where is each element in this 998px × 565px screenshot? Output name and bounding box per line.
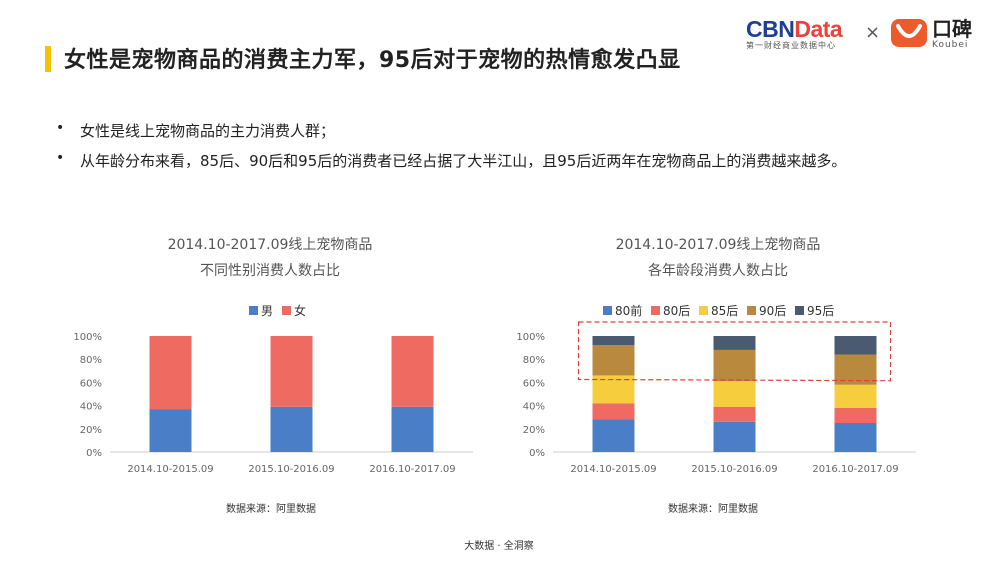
gender-chart: 2014.10-2017.09线上宠物商品 不同性别消费人数占比 男 女 0% 20%… xyxy=(60,226,480,526)
koubei-en: Koubei xyxy=(932,40,969,50)
bar-segment xyxy=(834,423,877,452)
age-chart-svg: 80前 80后 85后 90后 95后 0% 20% 40% 60% 80% 100% 2014.10… xyxy=(516,303,916,475)
y-tick-label: 60% xyxy=(523,378,545,389)
y-tick-label: 0% xyxy=(529,448,545,459)
bar-segment xyxy=(713,406,756,422)
y-tick-label: 40% xyxy=(523,402,545,413)
times-sign: × xyxy=(865,22,881,43)
koubei-logo: 口碑 Koubei xyxy=(890,18,972,50)
y-tick-label: 20% xyxy=(523,425,545,436)
highlight-dashed-outline xyxy=(577,321,892,382)
bar-segment xyxy=(834,354,877,385)
legend-swatch xyxy=(603,306,612,315)
legend-swatch xyxy=(795,306,804,315)
page-title: 女性是宠物商品的消费主力军，95后对于宠物的热情愈发凸显 xyxy=(64,48,681,73)
legend-label: 90后 xyxy=(759,304,786,318)
legend-swatch xyxy=(651,306,660,315)
bar-segment xyxy=(834,384,877,408)
chart-title-line: 2014.10-2017.09线上宠物商品 xyxy=(167,237,373,253)
bar-segment xyxy=(713,381,756,407)
data-source-left: 数据来源：阿里数据 xyxy=(226,504,316,515)
bullet-dot: • xyxy=(56,150,65,166)
x-tick-label: 2014.10-2015.09 xyxy=(570,464,656,475)
bar-segment xyxy=(149,409,192,452)
x-tick-label: 2016.10-2017.09 xyxy=(369,464,455,475)
legend-swatch xyxy=(249,306,258,315)
cbn-logo-main: CBN xyxy=(746,16,795,42)
bar-segment xyxy=(834,407,877,423)
chart-title-line: 2014.10-2017.09线上宠物商品 xyxy=(615,237,821,253)
bar-segment xyxy=(391,406,434,452)
bullet-dot: • xyxy=(56,120,65,136)
bullet-text: 从年龄分布来看，85后、90后和95后的消费者已经占据了大半江山，且95后近两年… xyxy=(80,152,847,170)
cbn-logo-data: Data xyxy=(794,16,843,42)
legend-label: 95后 xyxy=(807,304,834,318)
bullet-list: • 女性是线上宠物商品的主力消费人群； • 从年龄分布来看，85后、90后和95… xyxy=(56,120,846,180)
x-tick-label: 2015.10-2016.09 xyxy=(691,464,777,475)
y-tick-label: 80% xyxy=(80,355,102,366)
bullet-item: • 女性是线上宠物商品的主力消费人群； xyxy=(56,120,846,150)
gender-chart-svg: 男 女 0% 20% 40% 60% 80% 100% 2014.10-2015.09 2015.… xyxy=(73,303,473,475)
chart-title: 2014.10-2017.09线上宠物商品 各年龄段消费人数占比 xyxy=(503,232,933,284)
legend-label: 女 xyxy=(294,303,306,318)
y-tick-label: 80% xyxy=(523,355,545,366)
legend-label: 80后 xyxy=(663,304,690,318)
x-tick-label: 2014.10-2015.09 xyxy=(127,464,213,475)
koubei-smile-icon xyxy=(891,19,927,47)
legend-swatch xyxy=(699,306,708,315)
chart-title: 2014.10-2017.09线上宠物商品 不同性别消费人数占比 xyxy=(60,232,480,284)
bar-segment xyxy=(270,406,313,452)
title-accent-bar xyxy=(45,46,51,72)
y-tick-label: 20% xyxy=(80,425,102,436)
bar-segment xyxy=(592,336,635,346)
bar-segment xyxy=(834,336,877,355)
y-tick-label: 40% xyxy=(80,402,102,413)
bar-segment xyxy=(713,336,756,350)
legend-label: 85后 xyxy=(711,304,738,318)
chart-title-line: 不同性别消费人数占比 xyxy=(200,263,340,279)
legend-swatch xyxy=(747,306,756,315)
legend-label: 80前 xyxy=(615,303,642,318)
data-source-right: 数据来源：阿里数据 xyxy=(668,504,758,515)
footer-slogan: 大数据 · 全洞察 xyxy=(464,541,534,552)
bar-segment xyxy=(592,419,635,452)
bar-segment xyxy=(391,336,434,407)
y-tick-label: 0% xyxy=(86,448,102,459)
cbn-logo-sub: 第一财经商业数据中心 xyxy=(746,41,836,50)
legend-swatch xyxy=(282,306,291,315)
bullet-item: • 从年龄分布来看，85后、90后和95后的消费者已经占据了大半江山，且95后近… xyxy=(56,150,846,180)
bar-segment xyxy=(149,336,192,410)
bullet-text: 女性是线上宠物商品的主力消费人群； xyxy=(80,122,336,140)
x-tick-label: 2016.10-2017.09 xyxy=(812,464,898,475)
bar-segment xyxy=(592,345,635,376)
bar-segment xyxy=(713,421,756,452)
x-tick-label: 2015.10-2016.09 xyxy=(248,464,334,475)
bar-segment xyxy=(592,403,635,420)
legend-label: 男 xyxy=(261,304,273,318)
bar-segment xyxy=(270,336,313,407)
cbndata-logo: CBNData 第一财经商业数据中心 xyxy=(746,16,843,51)
y-tick-label: 100% xyxy=(516,332,545,343)
age-chart: 2014.10-2017.09线上宠物商品 各年龄段消费人数占比 80前 80后 8… xyxy=(503,226,933,526)
y-tick-label: 100% xyxy=(73,332,102,343)
bar-segment xyxy=(713,349,756,382)
y-tick-label: 60% xyxy=(80,378,102,389)
koubei-cn: 口碑 xyxy=(932,17,972,41)
chart-title-line: 各年龄段消费人数占比 xyxy=(648,263,788,279)
